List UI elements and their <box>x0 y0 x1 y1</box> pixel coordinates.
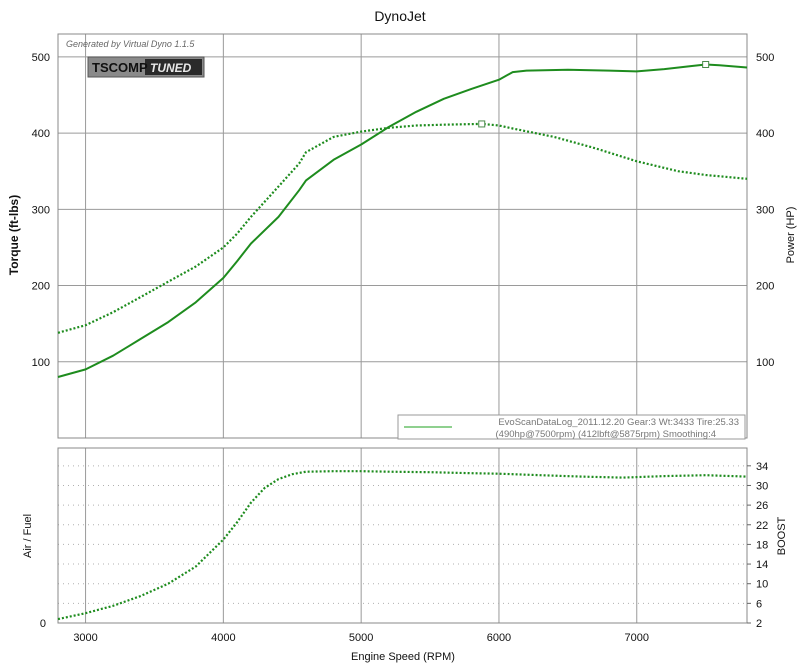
top-panel-grid <box>58 34 747 438</box>
power-axis-label: Power (HP) <box>785 207 797 264</box>
legend-line-1: EvoScanDataLog_2011.12.20 Gear:3 Wt:3433… <box>498 417 739 428</box>
torque-tick-label: 400 <box>32 128 50 140</box>
bottom-panel-frame <box>57 447 748 624</box>
airfuel-axis-label: Air / Fuel <box>22 514 34 558</box>
top-panel-frame <box>57 33 748 439</box>
boost-tick-label: 34 <box>756 461 768 473</box>
torque-axis-ticks: 100 200 300 400 500 <box>32 52 50 369</box>
boost-tick-label: 18 <box>756 539 768 551</box>
boost-tick-label: 10 <box>756 579 768 591</box>
power-tick-label: 100 <box>756 357 774 369</box>
boost-axis-label: BOOST <box>776 516 788 555</box>
power-axis-ticks: 100 200 300 400 500 <box>756 52 774 369</box>
torque-tick-label: 100 <box>32 357 50 369</box>
torque-tick-label: 500 <box>32 52 50 64</box>
tscomp-logo: TSCOMP TUNED <box>87 56 205 78</box>
torque-axis-label: Torque (ft-lbs) <box>7 195 21 275</box>
bottom-panel-series <box>57 470 748 621</box>
svg-text:TUNED: TUNED <box>150 61 192 75</box>
legend: EvoScanDataLog_2011.12.20 Gear:3 Wt:3433… <box>397 414 746 440</box>
rpm-tick-label: 4000 <box>211 632 235 644</box>
power-tick-label: 500 <box>756 52 774 64</box>
peak-marker <box>702 60 710 68</box>
airfuel-tick-0: 0 <box>40 618 46 630</box>
torque-tick-label: 300 <box>32 204 50 216</box>
generator-note: Generated by Virtual Dyno 1.1.5 <box>66 39 195 49</box>
power-tick-label: 300 <box>756 204 774 216</box>
rpm-tick-label: 3000 <box>73 632 97 644</box>
peak-marker <box>478 120 486 128</box>
top-panel-series <box>57 60 748 378</box>
rpm-tick-label: 6000 <box>487 632 511 644</box>
power-tick-label: 400 <box>756 128 774 140</box>
bottom-panel-grid <box>58 448 747 624</box>
boost-line <box>57 470 748 621</box>
boost-tick-label: 6 <box>756 598 762 610</box>
legend-line-2: (490hp@7500rpm) (412lbft@5875rpm) Smooth… <box>496 429 717 440</box>
torque-line <box>57 122 748 334</box>
torque-tick-label: 200 <box>32 281 50 293</box>
power-tick-label: 200 <box>756 281 774 293</box>
rpm-tick-label: 7000 <box>625 632 649 644</box>
power-line <box>57 63 748 378</box>
boost-tick-label: 2 <box>756 618 762 630</box>
chart-title: DynoJet <box>374 8 425 24</box>
boost-tick-label: 22 <box>756 520 768 532</box>
boost-tick-label: 26 <box>756 500 768 512</box>
rpm-tick-label: 5000 <box>349 632 373 644</box>
boost-tick-label: 14 <box>756 559 768 571</box>
svg-text:TSCOMP: TSCOMP <box>92 60 148 75</box>
rpm-axis-ticks: 3000 4000 5000 6000 7000 <box>73 632 649 644</box>
rpm-axis-label: Engine Speed (RPM) <box>351 651 455 663</box>
boost-tick-label: 30 <box>756 480 768 492</box>
